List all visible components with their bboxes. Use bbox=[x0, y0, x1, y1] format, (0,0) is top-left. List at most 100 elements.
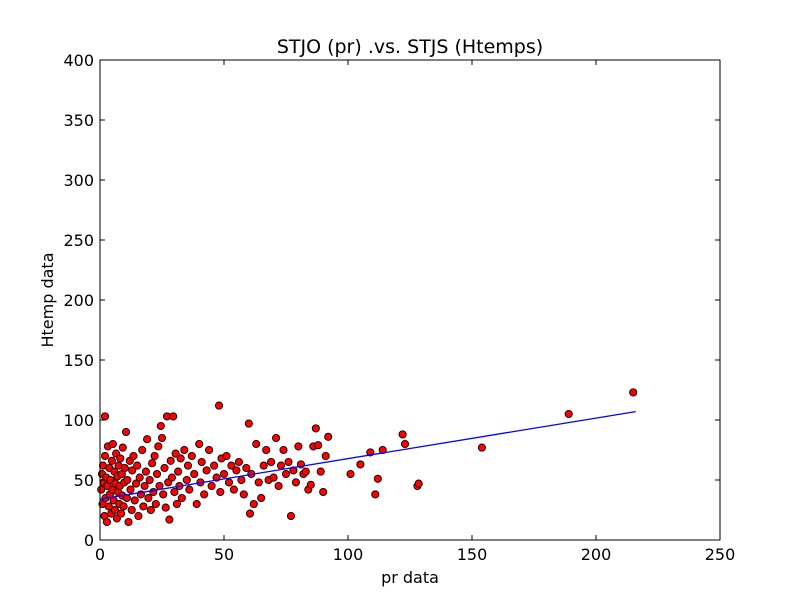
y-tick-label: 200 bbox=[63, 291, 94, 310]
x-tick-label: 250 bbox=[705, 545, 736, 564]
data-point bbox=[234, 457, 243, 467]
data-point bbox=[152, 469, 162, 479]
chart-title: STJO (pr) .vs. STJS (Htemps) bbox=[277, 36, 543, 58]
data-point bbox=[289, 466, 298, 475]
data-point bbox=[414, 479, 423, 488]
data-point bbox=[242, 463, 251, 473]
data-point bbox=[110, 505, 119, 515]
data-point bbox=[210, 461, 219, 470]
data-point bbox=[156, 421, 165, 431]
data-point bbox=[104, 502, 113, 511]
x-tick-label: 200 bbox=[581, 545, 612, 564]
data-point bbox=[207, 481, 216, 491]
data-point bbox=[245, 509, 255, 518]
data-point bbox=[97, 485, 106, 494]
data-point bbox=[146, 505, 155, 515]
data-point bbox=[254, 478, 263, 487]
data-point bbox=[224, 478, 234, 487]
x-tick-label: 50 bbox=[214, 545, 234, 564]
data-point bbox=[134, 511, 143, 521]
data-point bbox=[311, 424, 320, 433]
data-point bbox=[373, 474, 382, 483]
data-point bbox=[371, 490, 380, 499]
x-tick-label: 150 bbox=[457, 545, 488, 564]
data-point bbox=[128, 466, 137, 475]
data-point bbox=[252, 439, 261, 449]
data-point bbox=[205, 445, 214, 455]
data-point bbox=[138, 445, 147, 455]
data-point bbox=[121, 427, 131, 437]
data-point bbox=[177, 493, 186, 503]
y-tick-label: 400 bbox=[63, 51, 94, 70]
data-point bbox=[139, 502, 148, 511]
data-point bbox=[144, 493, 153, 503]
data-point bbox=[131, 479, 141, 488]
data-point bbox=[172, 499, 181, 509]
data-point bbox=[286, 511, 296, 521]
data-point bbox=[279, 445, 288, 455]
data-point bbox=[123, 475, 132, 485]
data-point bbox=[195, 439, 204, 449]
data-point bbox=[259, 461, 268, 470]
data-point bbox=[127, 505, 136, 515]
data-point bbox=[120, 463, 129, 473]
y-tick-label: 50 bbox=[74, 471, 94, 490]
data-point bbox=[346, 469, 355, 479]
data-point bbox=[154, 442, 163, 451]
data-point bbox=[171, 449, 180, 458]
data-point bbox=[150, 451, 159, 461]
data-point bbox=[564, 409, 573, 419]
data-point bbox=[126, 485, 135, 494]
data-point bbox=[130, 496, 139, 505]
data-point bbox=[200, 490, 209, 499]
y-tick-label: 350 bbox=[63, 111, 94, 130]
data-point bbox=[161, 503, 170, 512]
data-point bbox=[140, 481, 149, 491]
data-point bbox=[183, 461, 193, 470]
data-point bbox=[174, 467, 183, 476]
y-tick-label: 300 bbox=[63, 171, 94, 190]
y-tick-label: 100 bbox=[63, 411, 94, 430]
data-point bbox=[229, 485, 238, 494]
data-point bbox=[151, 499, 160, 509]
data-point bbox=[272, 433, 281, 443]
data-point bbox=[185, 485, 194, 494]
data-point bbox=[160, 463, 169, 473]
data-point bbox=[157, 433, 167, 443]
data-point bbox=[477, 443, 486, 452]
data-point bbox=[145, 475, 154, 485]
data-point bbox=[284, 457, 293, 467]
data-point bbox=[187, 451, 196, 461]
data-point bbox=[267, 457, 276, 467]
data-point bbox=[169, 412, 178, 421]
data-point bbox=[118, 443, 127, 452]
data-point bbox=[398, 430, 407, 439]
data-point bbox=[356, 460, 365, 469]
data-point bbox=[222, 451, 231, 461]
data-point bbox=[301, 467, 310, 476]
data-point bbox=[319, 487, 328, 497]
data-point bbox=[166, 456, 175, 465]
fit-line bbox=[99, 410, 636, 500]
data-point bbox=[141, 467, 150, 476]
data-point bbox=[100, 451, 110, 461]
x-tick-label: 100 bbox=[333, 545, 364, 564]
data-point bbox=[167, 473, 176, 482]
y-tick-label: 0 bbox=[84, 531, 94, 550]
data-point bbox=[100, 412, 110, 421]
data-point bbox=[192, 499, 201, 509]
x-axis-label: pr data bbox=[381, 568, 439, 587]
data-point bbox=[197, 457, 206, 467]
data-point bbox=[276, 461, 286, 470]
plot-marks bbox=[97, 388, 638, 527]
data-point bbox=[219, 469, 229, 479]
data-point bbox=[165, 515, 174, 524]
data-point bbox=[237, 475, 246, 485]
data-point bbox=[216, 487, 225, 497]
data-point bbox=[116, 454, 125, 463]
data-point bbox=[135, 473, 144, 482]
x-tick-label: 0 bbox=[95, 545, 105, 564]
data-point bbox=[182, 475, 191, 485]
data-point bbox=[102, 517, 111, 527]
